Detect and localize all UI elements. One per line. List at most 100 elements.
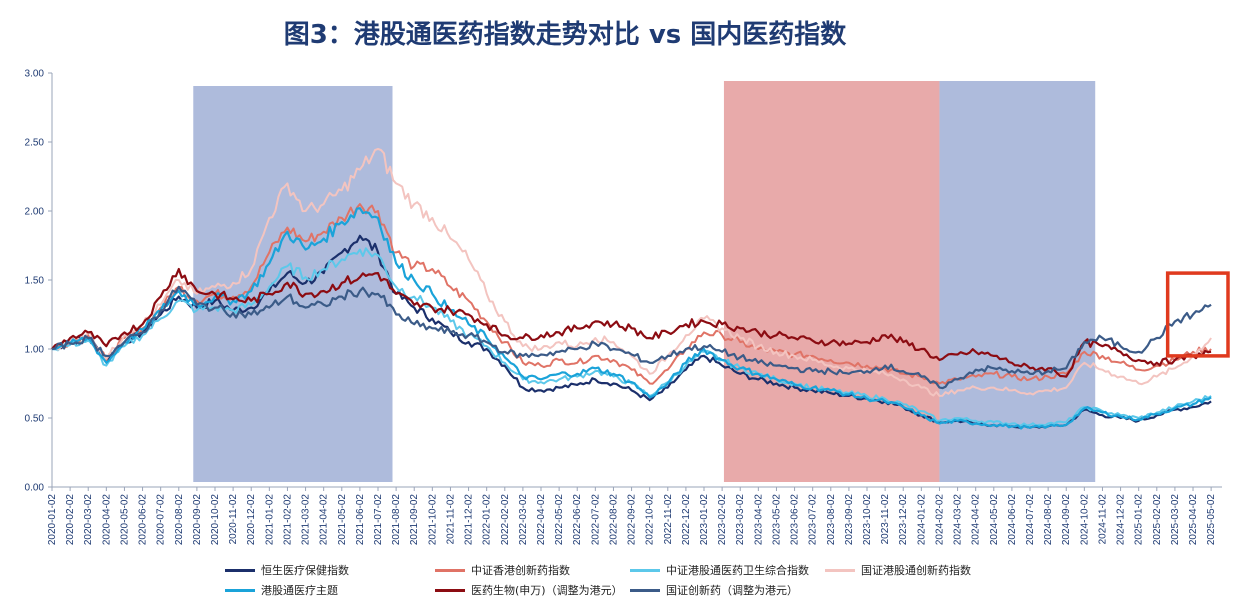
x-tick-label: 2023-12-02 xyxy=(898,494,909,546)
x-tick-label: 2020-12-02 xyxy=(246,494,257,546)
x-tick-label: 2024-12-02 xyxy=(1116,494,1127,546)
y-tick-label: 2.50 xyxy=(25,138,45,149)
x-tick-label: 2021-07-02 xyxy=(373,494,384,546)
x-tick-label: 2021-03-02 xyxy=(301,494,312,546)
x-tick-label: 2024-10-02 xyxy=(1079,494,1090,546)
y-tick-label: 1.50 xyxy=(25,276,45,287)
x-tick-label: 2020-07-02 xyxy=(156,494,167,546)
x-tick-label: 2021-01-02 xyxy=(264,494,275,546)
legend-swatch xyxy=(435,588,465,592)
x-tick-label: 2024-09-02 xyxy=(1061,494,1072,546)
x-tick-label: 2022-06-02 xyxy=(572,494,583,546)
x-tick-label: 2023-07-02 xyxy=(808,494,819,546)
x-tick-label: 2022-04-02 xyxy=(536,494,547,546)
x-tick-label: 2022-03-02 xyxy=(518,494,529,546)
legend-swatch xyxy=(630,588,660,592)
legend-item: 中证香港创新药指数 xyxy=(435,562,570,578)
x-tick-label: 2024-02-02 xyxy=(934,494,945,546)
x-tick-label: 2021-06-02 xyxy=(355,494,366,546)
legend-swatch xyxy=(435,568,465,572)
legend-label: 国证港股通创新药指数 xyxy=(861,564,971,577)
x-tick-label: 2021-02-02 xyxy=(282,494,293,546)
legend-item: 恒生医疗保健指数 xyxy=(225,562,349,578)
x-tick-label: 2020-02-02 xyxy=(65,494,76,546)
x-tick-label: 2022-12-02 xyxy=(681,494,692,546)
x-tick-label: 2023-03-02 xyxy=(735,494,746,546)
legend-item: 中证港股通医药卫生综合指数 xyxy=(630,562,809,578)
x-tick-label: 2020-06-02 xyxy=(138,494,149,546)
x-tick-label: 2025-03-02 xyxy=(1170,494,1181,546)
x-tick-label: 2021-04-02 xyxy=(319,494,330,546)
legend-label: 国证创新药（调整为港元） xyxy=(666,584,798,597)
x-tick-label: 2020-10-02 xyxy=(210,494,221,546)
x-tick-label: 2022-08-02 xyxy=(608,494,619,546)
x-tick-label: 2020-01-02 xyxy=(47,494,58,546)
legend-item: 港股通医疗主题 xyxy=(225,582,338,598)
x-tick-label: 2022-02-02 xyxy=(500,494,511,546)
x-tick-label: 2025-02-02 xyxy=(1152,494,1163,546)
x-tick-label: 2020-08-02 xyxy=(174,494,185,546)
x-tick-label: 2022-01-02 xyxy=(482,494,493,546)
x-tick-label: 2023-11-02 xyxy=(880,494,891,545)
x-tick-label: 2022-10-02 xyxy=(645,494,656,546)
x-tick-label: 2020-05-02 xyxy=(119,494,130,546)
x-tick-label: 2020-04-02 xyxy=(101,494,112,546)
y-tick-label: 3.00 xyxy=(25,69,45,80)
x-tick-label: 2021-05-02 xyxy=(337,494,348,546)
x-tick-label: 2020-03-02 xyxy=(83,494,94,546)
x-tick-label: 2022-07-02 xyxy=(590,494,601,546)
x-tick-label: 2025-04-02 xyxy=(1188,494,1199,546)
legend-label: 恒生医疗保健指数 xyxy=(261,564,349,577)
series-line xyxy=(51,285,1212,390)
x-tick-label: 2022-11-02 xyxy=(663,494,674,545)
x-tick-label: 2023-06-02 xyxy=(790,494,801,546)
series-line xyxy=(51,267,1212,378)
x-tick-label: 2023-05-02 xyxy=(771,494,782,546)
x-tick-label: 2024-03-02 xyxy=(953,494,964,546)
x-tick-label: 2023-04-02 xyxy=(753,494,764,546)
x-tick-label: 2023-02-02 xyxy=(717,494,728,546)
chart-title: 图3：港股通医药指数走势对比 vs 国内医药指数 xyxy=(283,20,847,50)
x-tick-label: 2022-05-02 xyxy=(554,494,565,546)
legend-label: 港股通医疗主题 xyxy=(261,584,338,597)
x-tick-label: 2023-01-02 xyxy=(699,494,710,546)
legend-swatch xyxy=(825,568,855,572)
series-line xyxy=(51,203,1212,385)
x-tick-label: 2024-06-02 xyxy=(1007,494,1018,546)
legend-item: 国证港股通创新药指数 xyxy=(825,562,971,578)
shaded-region xyxy=(723,81,940,482)
series-line xyxy=(51,147,1212,397)
x-tick-label: 2025-05-02 xyxy=(1206,494,1217,546)
shaded-region xyxy=(939,81,1096,482)
legend-label: 中证香港创新药指数 xyxy=(471,564,570,577)
x-tick-label: 2021-10-02 xyxy=(427,494,438,546)
x-tick-label: 2024-07-02 xyxy=(1025,494,1036,546)
series-line xyxy=(51,234,1212,430)
x-tick-label: 2023-09-02 xyxy=(844,494,855,546)
x-tick-label: 2023-10-02 xyxy=(862,494,873,546)
x-tick-label: 2021-08-02 xyxy=(391,494,402,546)
legend-swatch xyxy=(225,568,255,572)
x-tick-label: 2024-01-02 xyxy=(916,494,927,546)
x-tick-label: 2021-09-02 xyxy=(409,494,420,546)
y-tick-label: 0.00 xyxy=(25,483,45,494)
x-tick-label: 2022-09-02 xyxy=(627,494,638,546)
x-tick-label: 2024-08-02 xyxy=(1043,494,1054,546)
series-line xyxy=(51,207,1212,430)
y-tick-label: 2.00 xyxy=(25,207,45,218)
legend-item: 医药生物(申万)（调整为港元） xyxy=(435,582,623,598)
x-tick-label: 2025-01-02 xyxy=(1134,494,1145,546)
y-tick-label: 0.50 xyxy=(25,414,45,425)
x-tick-label: 2021-12-02 xyxy=(464,494,475,546)
legend-label: 医药生物(申万)（调整为港元） xyxy=(471,584,623,597)
legend-label: 中证港股通医药卫生综合指数 xyxy=(666,564,809,577)
legend-item: 国证创新药（调整为港元） xyxy=(630,582,798,598)
y-tick-label: 1.00 xyxy=(25,345,45,356)
legend-swatch xyxy=(630,568,660,572)
x-tick-label: 2024-04-02 xyxy=(971,494,982,546)
x-tick-label: 2024-05-02 xyxy=(989,494,1000,546)
x-tick-label: 2023-08-02 xyxy=(826,494,837,546)
x-tick-label: 2024-11-02 xyxy=(1097,494,1108,545)
x-tick-label: 2020-09-02 xyxy=(192,494,203,546)
